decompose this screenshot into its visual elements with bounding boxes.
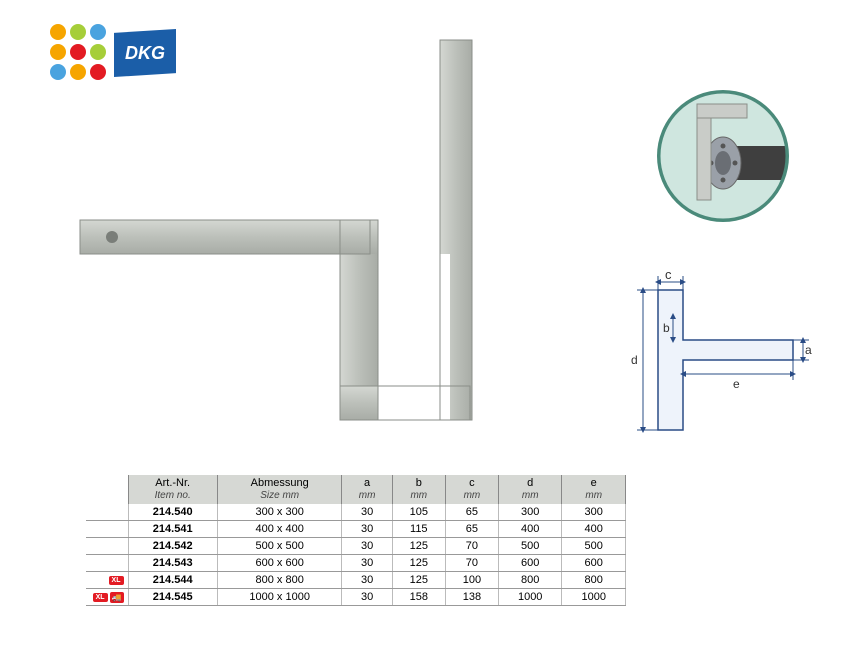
cell-a: 30 (342, 589, 392, 606)
cell-size: 600 x 600 (217, 555, 342, 572)
table-row: 214.540300 x 3003010565300300 (86, 504, 626, 521)
col-a: amm (342, 475, 392, 504)
cell-e: 800 (562, 572, 626, 589)
cell-d: 800 (498, 572, 561, 589)
product-image (60, 30, 580, 450)
dimension-diagram: c b d a e (603, 270, 813, 450)
row-badges: XL🚚 (86, 589, 128, 606)
dim-label-a: a (805, 343, 812, 357)
cell-e: 400 (562, 521, 626, 538)
detail-view-circle (653, 86, 793, 226)
cell-b: 125 (392, 538, 445, 555)
row-badges (86, 504, 128, 521)
spec-table: Art.-Nr.Item no. AbmessungSize mm amm bm… (86, 475, 626, 606)
row-badges (86, 555, 128, 572)
cell-d: 600 (498, 555, 561, 572)
cell-b: 125 (392, 572, 445, 589)
cell-d: 300 (498, 504, 561, 521)
cell-size: 500 x 500 (217, 538, 342, 555)
dim-label-b: b (663, 321, 670, 335)
cell-c: 70 (445, 538, 498, 555)
col-b: bmm (392, 475, 445, 504)
col-e: emm (562, 475, 626, 504)
cell-a: 30 (342, 538, 392, 555)
col-itemno: Art.-Nr.Item no. (128, 475, 217, 504)
table-row: 214.543600 x 6003012570600600 (86, 555, 626, 572)
table-row: XL214.544800 x 80030125100800800 (86, 572, 626, 589)
cell-itemno: 214.541 (128, 521, 217, 538)
cell-a: 30 (342, 504, 392, 521)
cell-d: 500 (498, 538, 561, 555)
cell-a: 30 (342, 555, 392, 572)
cell-itemno: 214.542 (128, 538, 217, 555)
cell-itemno: 214.543 (128, 555, 217, 572)
row-badges (86, 521, 128, 538)
dim-label-e: e (733, 377, 740, 391)
cell-b: 125 (392, 555, 445, 572)
cell-itemno: 214.544 (128, 572, 217, 589)
cell-b: 115 (392, 521, 445, 538)
cell-size: 300 x 300 (217, 504, 342, 521)
cell-itemno: 214.540 (128, 504, 217, 521)
table-row: 214.542500 x 5003012570500500 (86, 538, 626, 555)
cell-c: 65 (445, 521, 498, 538)
cell-b: 158 (392, 589, 445, 606)
cell-size: 800 x 800 (217, 572, 342, 589)
table-row: 214.541400 x 4003011565400400 (86, 521, 626, 538)
cell-e: 500 (562, 538, 626, 555)
spec-table-table: Art.-Nr.Item no. AbmessungSize mm amm bm… (86, 475, 626, 606)
spec-table-body: 214.540300 x 3003010565300300214.541400 … (86, 504, 626, 606)
cell-e: 600 (562, 555, 626, 572)
badge-xl: XL (109, 576, 124, 585)
cell-d: 1000 (498, 589, 561, 606)
cell-c: 100 (445, 572, 498, 589)
cell-b: 105 (392, 504, 445, 521)
row-badges: XL (86, 572, 128, 589)
dim-label-d: d (631, 353, 638, 367)
badge-xl: XL (93, 593, 108, 602)
cell-d: 400 (498, 521, 561, 538)
cell-size: 400 x 400 (217, 521, 342, 538)
spec-table-head: Art.-Nr.Item no. AbmessungSize mm amm bm… (86, 475, 626, 504)
badge-shipping-icon: 🚚 (110, 592, 124, 603)
cell-e: 1000 (562, 589, 626, 606)
col-c: cmm (445, 475, 498, 504)
cell-c: 65 (445, 504, 498, 521)
cell-itemno: 214.545 (128, 589, 217, 606)
cell-size: 1000 x 1000 (217, 589, 342, 606)
cell-c: 138 (445, 589, 498, 606)
dim-label-c: c (665, 270, 672, 282)
cell-a: 30 (342, 572, 392, 589)
col-size: AbmessungSize mm (217, 475, 342, 504)
cell-e: 300 (562, 504, 626, 521)
cell-a: 30 (342, 521, 392, 538)
cell-c: 70 (445, 555, 498, 572)
table-row: XL🚚214.5451000 x 10003015813810001000 (86, 589, 626, 606)
row-badges (86, 538, 128, 555)
col-d: dmm (498, 475, 561, 504)
